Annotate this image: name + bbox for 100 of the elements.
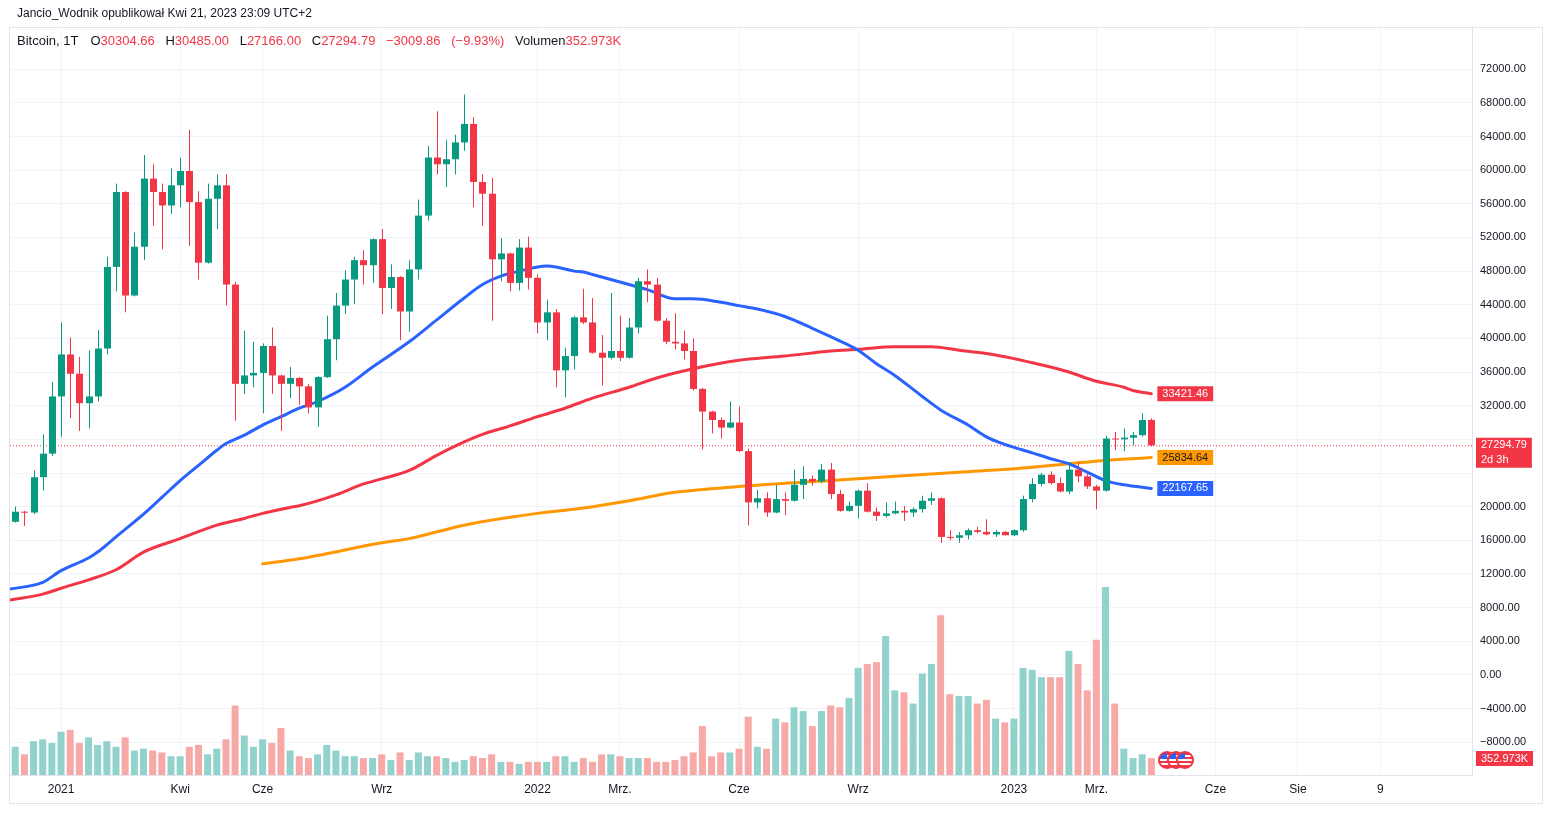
bar	[799, 711, 807, 775]
bar	[231, 705, 239, 775]
candlestick	[305, 383, 312, 414]
bar	[882, 635, 890, 775]
bar	[918, 673, 926, 775]
x-tick-label: 9	[1377, 781, 1385, 796]
bar	[1010, 718, 1018, 775]
x-tick-label: Mrz.	[1084, 781, 1109, 796]
y-tick-label: 64000.00	[1480, 129, 1526, 142]
bar	[524, 761, 532, 775]
bar	[268, 743, 276, 775]
bar	[1111, 703, 1119, 775]
bar	[140, 748, 147, 775]
data-label: 22167.65	[1162, 481, 1209, 494]
x-tick-label: 2023	[1000, 781, 1028, 796]
y-tick-label: 40000.00	[1480, 331, 1526, 344]
bar	[753, 746, 761, 775]
bar	[598, 754, 606, 775]
bar	[790, 707, 798, 775]
text: Jancio_Wodnik opublikował Kwi 21, 2023 23:09 UTC+2	[17, 6, 312, 20]
x-tick-label: Kwi	[170, 781, 190, 796]
bar	[497, 761, 505, 775]
y-tick-label: 32000.00	[1480, 398, 1526, 411]
bar	[1065, 650, 1073, 775]
bar	[433, 756, 441, 775]
bar	[213, 748, 221, 775]
bar	[259, 739, 267, 775]
bar	[479, 758, 486, 775]
bar	[341, 756, 349, 775]
candlestick	[40, 433, 47, 492]
bar	[1037, 677, 1045, 775]
data-label: 33421.46	[1162, 386, 1209, 399]
bar	[396, 752, 404, 775]
candlestick	[818, 463, 825, 484]
bar	[662, 761, 670, 775]
bar	[359, 758, 367, 775]
bar	[204, 754, 212, 775]
candlestick	[764, 491, 771, 518]
bar	[451, 761, 459, 775]
candlestick	[855, 489, 862, 519]
bar	[781, 722, 789, 775]
candlestick	[351, 256, 358, 305]
candlestick	[782, 491, 789, 516]
x-tick-label: Wrz	[847, 781, 869, 796]
bar	[763, 748, 771, 775]
x-tick-label: Cze	[251, 781, 274, 796]
candlestick	[241, 330, 248, 395]
bar	[185, 746, 193, 775]
line-series	[261, 456, 1153, 566]
bar	[378, 754, 386, 775]
bar	[543, 761, 551, 775]
bar	[460, 759, 468, 775]
bar	[414, 752, 422, 775]
y-tick-label: −4000.00	[1480, 701, 1527, 714]
bar	[1138, 754, 1146, 775]
candlestick	[287, 366, 294, 399]
candlestick	[681, 330, 688, 360]
y-tick-label: 52000.00	[1480, 230, 1526, 243]
bar	[387, 759, 395, 775]
bar	[1019, 667, 1027, 775]
candlestick	[864, 482, 871, 514]
candlestick	[791, 469, 798, 503]
x-tick-label: Mrz.	[608, 781, 632, 796]
bar	[726, 752, 734, 775]
bar	[717, 752, 725, 775]
bar	[900, 692, 908, 775]
bar	[85, 737, 93, 775]
x-tick-label: 2021	[47, 781, 75, 796]
bar	[772, 718, 780, 775]
x-tick-label: Cze	[1204, 781, 1227, 796]
bar	[863, 664, 871, 775]
candlestick	[727, 401, 734, 429]
y-tick-label: 8000.00	[1480, 600, 1520, 613]
y-tick-label: 36000.00	[1480, 365, 1526, 378]
bar	[20, 754, 28, 775]
y-tick-label: −8000.00	[1480, 735, 1527, 748]
bar	[588, 761, 596, 775]
bar	[955, 696, 963, 775]
data-label: 25834.64	[1162, 450, 1209, 463]
x-tick-label: 2022	[524, 781, 552, 796]
bar	[836, 707, 844, 775]
y-tick-label: 20000.00	[1480, 499, 1526, 512]
bar	[1083, 690, 1091, 775]
bar	[48, 743, 56, 775]
bar	[845, 697, 853, 775]
bar	[808, 726, 816, 775]
bar	[350, 756, 358, 775]
bar	[552, 756, 560, 775]
candlestick	[718, 416, 725, 440]
candlestick	[452, 134, 459, 175]
bar	[39, 739, 47, 775]
bar	[964, 696, 972, 775]
bar	[643, 758, 651, 775]
bar	[698, 726, 706, 775]
bar	[94, 744, 102, 775]
bar	[103, 741, 111, 775]
chart-title: Bitcoin, 1T	[17, 33, 79, 48]
candlestick	[608, 292, 615, 360]
x-tick-label: Wrz	[371, 781, 393, 796]
candlestick	[21, 510, 28, 527]
